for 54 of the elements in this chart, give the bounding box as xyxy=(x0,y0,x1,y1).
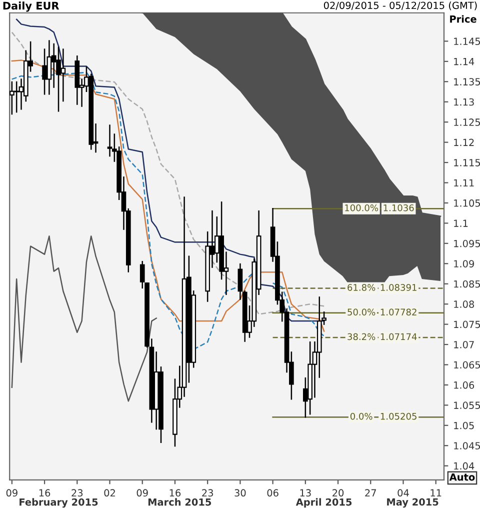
x-tick-label: 09 xyxy=(136,489,148,497)
x2-tick-label: February 2015 xyxy=(20,498,98,508)
x-tick-label: 09 xyxy=(6,489,18,497)
x-tick-label: 04 xyxy=(398,489,409,497)
x-tick-label: 06 xyxy=(267,489,278,497)
y-tick-label: 1.095 xyxy=(454,240,480,248)
x2-tick-label: May 2015 xyxy=(387,498,438,508)
y-tick-label: 1.12 xyxy=(454,138,474,146)
annotation: 1.05205 xyxy=(380,412,416,420)
chart-subtitle: 02/09/2015 - 05/12/2015 (GMT) xyxy=(324,2,477,10)
annotation: 0.0% xyxy=(350,412,372,420)
x-tick-label: 16 xyxy=(170,489,181,497)
annotation: 1.07782 xyxy=(380,308,416,316)
y-tick-label: 1.05 xyxy=(454,422,474,430)
text: Auto xyxy=(449,474,475,481)
annotation: 1.07174 xyxy=(380,333,417,340)
y-tick-label: 1.075 xyxy=(454,320,480,328)
y-tick-label: 1.085 xyxy=(454,280,480,288)
y-tick-label: 1.125 xyxy=(454,118,480,126)
y-tick-label: 1.04 xyxy=(454,462,474,470)
y-axis-title: Price xyxy=(450,15,476,23)
x-tick-label: 30 xyxy=(234,489,246,497)
y-tick-label: 1.105 xyxy=(454,199,480,207)
y-tick-label: 1.07 xyxy=(454,340,474,348)
annotation: 50.0% xyxy=(348,308,376,316)
y-tick-label: 1.13 xyxy=(454,98,474,106)
y-tick-label: 1.09 xyxy=(454,260,474,268)
chart-title: Daily EUR xyxy=(3,2,60,12)
annotation: 38.2% xyxy=(348,333,376,340)
annotation: 1.1036 xyxy=(384,204,414,212)
x2-tick-label: April 2015 xyxy=(296,498,352,508)
y-tick-label: 1.145 xyxy=(454,38,480,46)
y-tick-label: 1.11 xyxy=(454,179,474,186)
y-tick-label: 1.06 xyxy=(454,381,474,389)
x-tick-label: 02 xyxy=(104,489,115,497)
y-tick-label: 1.08 xyxy=(454,300,474,308)
y-tick-label: 1.135 xyxy=(454,78,480,86)
y-tick-label: 1.045 xyxy=(454,442,480,450)
x-tick-label: 13 xyxy=(300,489,311,497)
x-tick-label: 11 xyxy=(430,489,442,496)
x-tick-label: 23 xyxy=(72,489,83,497)
x-tick-label: 16 xyxy=(39,489,50,497)
y-tick-label: 1.14 xyxy=(454,58,474,66)
x-tick-label: 23 xyxy=(202,489,213,497)
y-tick-label: 1.055 xyxy=(454,402,480,409)
x-tick-label: 27 xyxy=(365,489,376,496)
y-tick-label: 1.065 xyxy=(454,361,480,369)
y-tick-label: 1.115 xyxy=(454,159,480,166)
x-tick-label: 20 xyxy=(332,489,344,497)
annotation: 61.8% xyxy=(348,284,376,291)
annotation: 1.08391 xyxy=(380,284,416,291)
annotation: 100.0% xyxy=(345,204,378,212)
y-tick-label: 1.1 xyxy=(454,220,468,227)
x2-tick-label: March 2015 xyxy=(148,498,212,506)
